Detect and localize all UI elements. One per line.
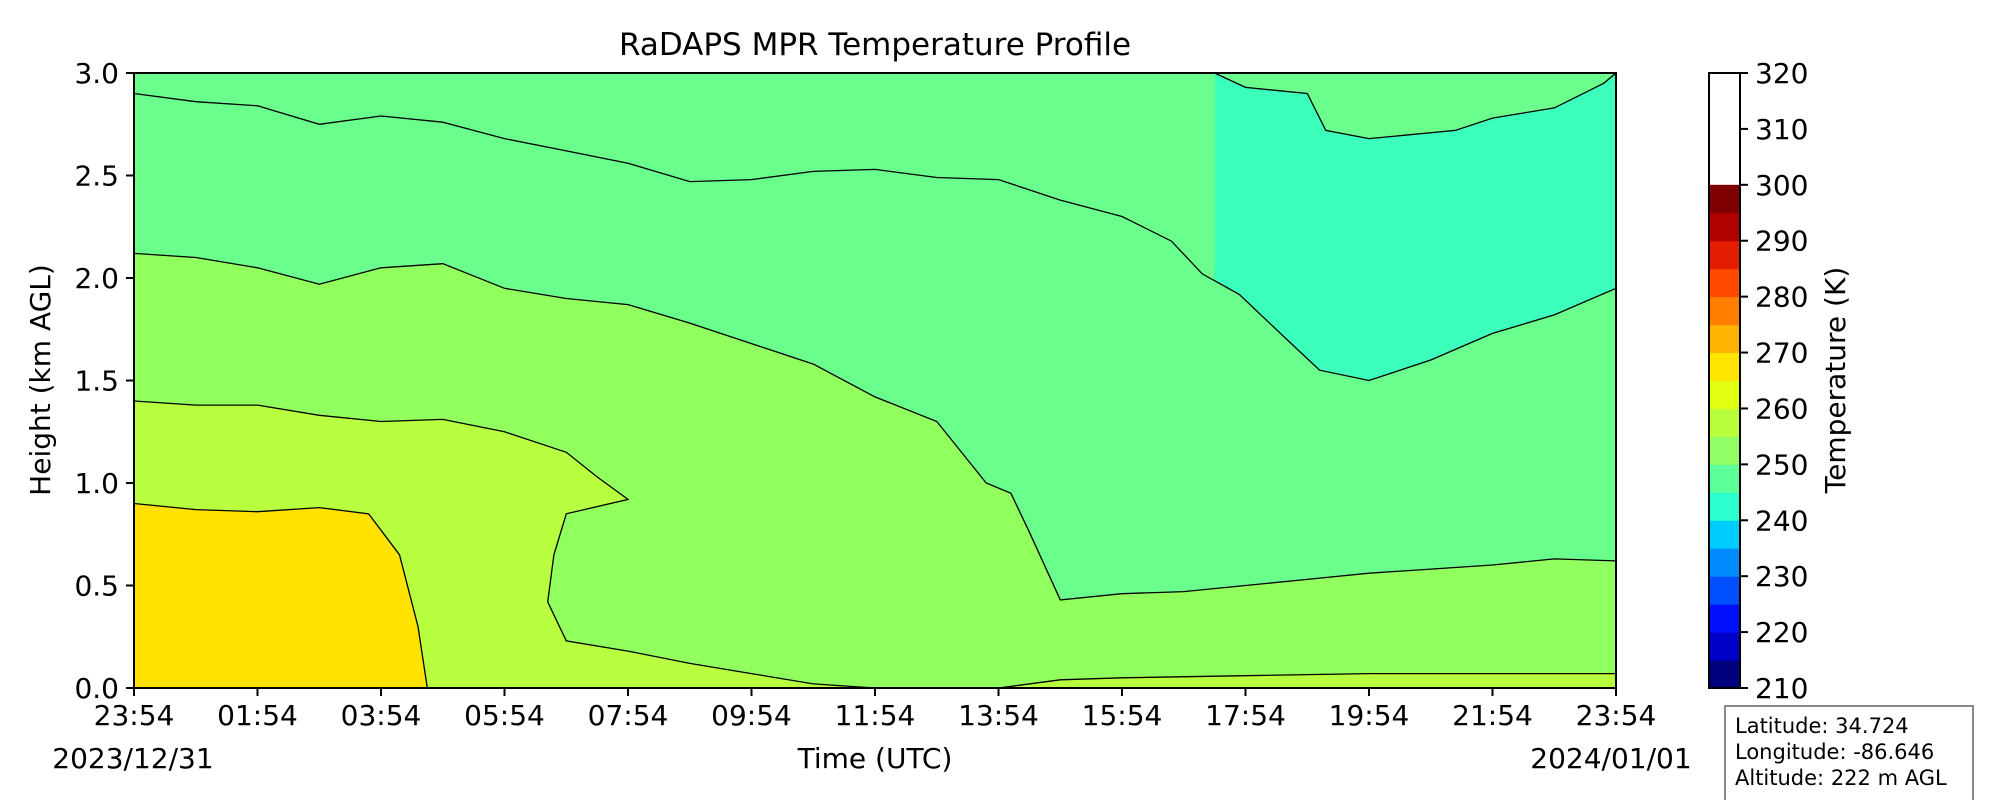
x-axis-label: Time (UTC) bbox=[797, 742, 953, 775]
y-axis: 0.0 0.5 1.0 1.5 2.0 2.5 3.0 bbox=[74, 57, 134, 705]
colorbar-segment bbox=[1709, 352, 1740, 381]
colorbar-segment bbox=[1709, 240, 1740, 270]
colorbar-tick-label: 250 bbox=[1755, 448, 1808, 481]
contour-lines bbox=[134, 73, 1616, 688]
x-tick-label: 05:54 bbox=[464, 699, 545, 732]
plot-area bbox=[134, 73, 1616, 688]
y-tick-label: 0.0 bbox=[74, 672, 119, 705]
colorbar-segment bbox=[1709, 268, 1740, 298]
colorbar-segment bbox=[1709, 408, 1740, 437]
colorbar-segment bbox=[1709, 184, 1740, 214]
x-tick-label: 07:54 bbox=[588, 699, 669, 732]
colorbar-tick-label: 280 bbox=[1755, 281, 1808, 314]
x-tick-label: 19:54 bbox=[1329, 699, 1410, 732]
colorbar-tick-label: 260 bbox=[1755, 392, 1808, 425]
colorbar-frame bbox=[1708, 72, 1741, 689]
colorbar-tick-label: 320 bbox=[1755, 57, 1808, 90]
contour-line-265 bbox=[134, 252, 1616, 601]
y-axis-label: Height (km AGL) bbox=[24, 264, 57, 496]
colorbar-label: Temperature (K) bbox=[1819, 267, 1852, 494]
contour-fill-280 bbox=[134, 503, 428, 688]
x-tick-label: 13:54 bbox=[958, 699, 1039, 732]
chart-title: RaDAPS MPR Temperature Profile bbox=[619, 27, 1131, 63]
contour-fills bbox=[134, 73, 1616, 688]
x-tick-label: 01:54 bbox=[217, 699, 298, 732]
colorbar-segment bbox=[1709, 380, 1740, 409]
colorbar-tick-label: 310 bbox=[1755, 113, 1808, 146]
location-info-frame bbox=[1724, 705, 1974, 804]
colorbar-segment bbox=[1709, 324, 1740, 354]
colorbar-segment bbox=[1709, 492, 1740, 521]
altitude-text: Altitude: 222 m AGL bbox=[1735, 766, 1947, 790]
x-tick-label: 11:54 bbox=[835, 699, 916, 732]
colorbar-segment bbox=[1709, 576, 1740, 605]
colorbar-tick-label: 230 bbox=[1755, 560, 1808, 593]
colorbar: 210 220 230 240 250 260 270 280 290 300 310 320 bbox=[1709, 57, 1808, 705]
x-tick-label: 21:54 bbox=[1452, 699, 1533, 732]
colorbar-tick-label: 290 bbox=[1755, 225, 1808, 258]
colorbar-segment bbox=[1709, 548, 1740, 577]
x-tick-label: 23:54 bbox=[94, 699, 175, 732]
colorbar-segment bbox=[1709, 296, 1740, 326]
y-tick-label: 3.0 bbox=[74, 57, 119, 90]
x-tick-label: 17:54 bbox=[1205, 699, 1286, 732]
y-tick-label: 2.5 bbox=[74, 160, 119, 193]
colorbar-tick-label: 270 bbox=[1755, 337, 1808, 370]
colorbar-tick-label: 220 bbox=[1755, 616, 1808, 649]
colorbar-segment bbox=[1709, 604, 1740, 633]
x-tick-label: 09:54 bbox=[711, 699, 792, 732]
y-tick-label: 1.5 bbox=[74, 365, 119, 398]
y-tick-label: 2.0 bbox=[74, 262, 119, 295]
location-info-box: Latitude: 34.724 Longitude: -86.646 Alti… bbox=[1724, 705, 1974, 804]
colorbar-segment bbox=[1709, 632, 1740, 661]
colorbar-tick-label: 300 bbox=[1755, 169, 1808, 202]
contour-line-270 bbox=[134, 400, 1616, 688]
latitude-text: Latitude: 34.724 bbox=[1735, 714, 1909, 738]
end-date-label: 2024/01/01 bbox=[1530, 742, 1691, 775]
longitude-text: Longitude: -86.646 bbox=[1735, 740, 1934, 764]
contour-line-255 bbox=[1214, 73, 1616, 140]
colorbar-segment bbox=[1709, 520, 1740, 549]
x-tick-label: 15:54 bbox=[1082, 699, 1163, 732]
contour-line-260 bbox=[134, 92, 1616, 382]
colorbar-segment bbox=[1709, 436, 1740, 465]
colorbar-segment bbox=[1709, 212, 1740, 242]
x-axis: 23:54 01:54 03:54 05:54 07:54 09:54 11:54 13:54… bbox=[94, 688, 1657, 732]
colorbar-tick-label: 210 bbox=[1755, 672, 1808, 705]
x-tick-label: 03:54 bbox=[341, 699, 422, 732]
contour-line-275 bbox=[134, 502, 428, 688]
colorbar-tick-label: 240 bbox=[1755, 504, 1808, 537]
start-date-label: 2023/12/31 bbox=[52, 742, 213, 775]
x-tick-label: 23:54 bbox=[1576, 699, 1657, 732]
colorbar-segment bbox=[1709, 464, 1740, 493]
y-tick-label: 1.0 bbox=[74, 467, 119, 500]
y-tick-label: 0.5 bbox=[74, 570, 119, 603]
colorbar-segment bbox=[1709, 660, 1740, 689]
contour-fill-270 bbox=[134, 401, 1616, 688]
